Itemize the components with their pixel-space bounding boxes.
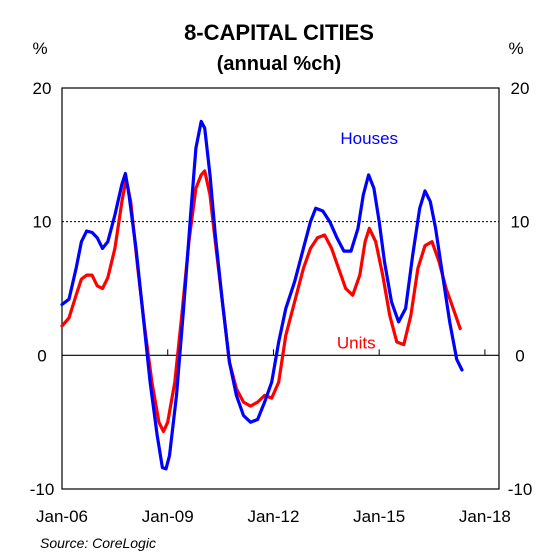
plot-area bbox=[60, 87, 500, 490]
y-axis-unit-left: % bbox=[32, 39, 47, 58]
y-tick-label-left: 0 bbox=[37, 346, 46, 365]
series-labels: Houses Units bbox=[337, 129, 398, 353]
series-line-houses bbox=[60, 119, 464, 471]
y-axis-left: -10 0 10 20 bbox=[30, 79, 55, 499]
y-tick-label-left: 20 bbox=[33, 79, 52, 98]
y-tick-label-right: 0 bbox=[515, 346, 524, 365]
plot-frame bbox=[61, 87, 500, 490]
y-tick-label-right: 10 bbox=[511, 213, 530, 232]
source-note: Source: CoreLogic bbox=[40, 535, 156, 551]
chart-subtitle: (annual %ch) bbox=[217, 53, 341, 75]
y-axis-right: -10 0 10 20 bbox=[508, 79, 533, 499]
y-tick-label-right: -10 bbox=[508, 480, 533, 499]
x-axis-ticks bbox=[61, 349, 486, 356]
y-axis-unit-right: % bbox=[508, 39, 523, 58]
x-tick-label: Jan-09 bbox=[142, 507, 194, 526]
reference-lines bbox=[62, 221, 499, 356]
x-tick-label: Jan-15 bbox=[353, 507, 405, 526]
series-group bbox=[60, 119, 464, 471]
y-tick-label-right: 20 bbox=[511, 79, 530, 98]
x-axis-labels: Jan-06 Jan-09 Jan-12 Jan-15 Jan-18 bbox=[36, 507, 511, 526]
y-tick-label-left: 10 bbox=[33, 213, 52, 232]
series-label-units: Units bbox=[337, 334, 376, 353]
y-tick-label-left: -10 bbox=[30, 480, 55, 499]
series-line-units bbox=[60, 169, 462, 434]
chart-title: 8-CAPITAL CITIES bbox=[184, 20, 374, 45]
x-tick-label: Jan-18 bbox=[459, 507, 511, 526]
x-tick-label: Jan-06 bbox=[36, 507, 88, 526]
series-label-houses: Houses bbox=[340, 129, 398, 148]
x-tick-label: Jan-12 bbox=[247, 507, 299, 526]
